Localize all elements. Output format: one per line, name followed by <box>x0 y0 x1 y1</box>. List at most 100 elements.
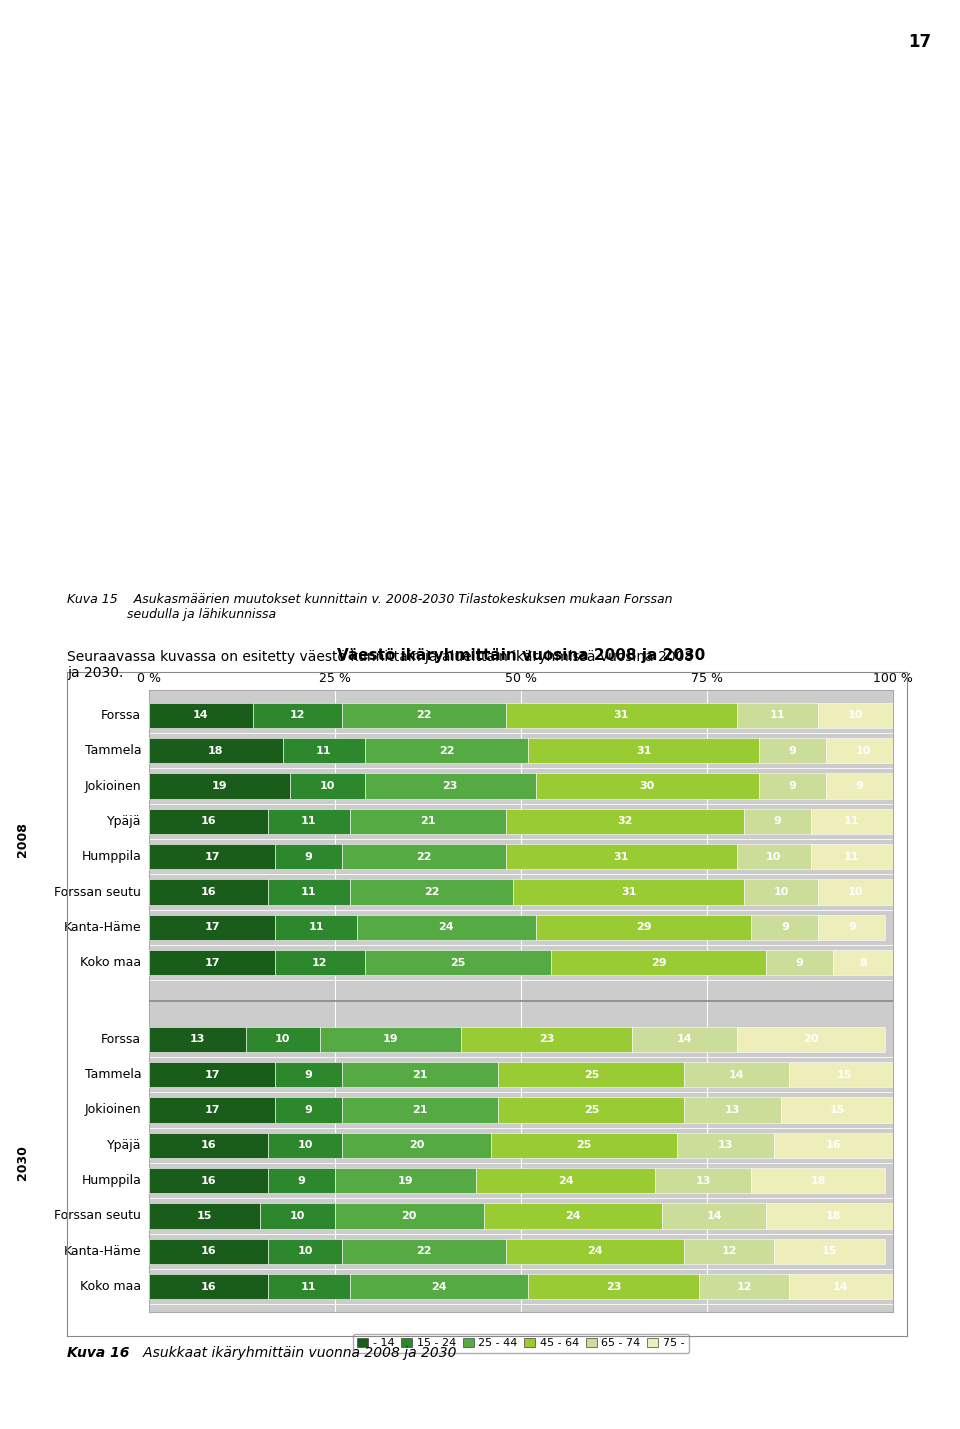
Text: 16: 16 <box>826 1140 841 1150</box>
Text: 9: 9 <box>796 957 804 967</box>
Bar <box>752 1167 885 1193</box>
Text: 9: 9 <box>781 922 789 932</box>
Bar <box>149 915 276 940</box>
Text: 13: 13 <box>695 1176 710 1186</box>
Bar <box>789 1275 893 1299</box>
Bar <box>528 1275 699 1299</box>
Bar <box>268 1133 342 1157</box>
Bar <box>781 1097 893 1123</box>
Text: Forssan seutu: Forssan seutu <box>55 886 141 899</box>
Text: 12: 12 <box>736 1282 752 1292</box>
Bar <box>149 845 276 869</box>
Bar <box>498 1097 684 1123</box>
Bar <box>818 879 893 905</box>
Bar <box>506 845 736 869</box>
Text: Forssa: Forssa <box>101 709 141 722</box>
Text: Kuva 16: Kuva 16 <box>67 1346 130 1360</box>
Bar <box>818 703 893 727</box>
Bar <box>342 1239 506 1263</box>
Text: 21: 21 <box>420 816 436 826</box>
Bar <box>268 1275 349 1299</box>
Text: 15: 15 <box>822 1246 837 1256</box>
Text: 14: 14 <box>193 710 208 720</box>
Bar <box>484 1203 662 1229</box>
Text: 20: 20 <box>401 1210 417 1220</box>
Bar <box>149 1133 268 1157</box>
Bar <box>476 1167 655 1193</box>
Bar <box>506 1239 684 1263</box>
Text: 17: 17 <box>908 33 931 51</box>
Bar <box>774 1133 893 1157</box>
Text: 2030: 2030 <box>15 1146 29 1180</box>
Bar <box>536 773 759 799</box>
Text: 9: 9 <box>305 1070 313 1080</box>
Text: 15: 15 <box>829 1105 845 1115</box>
Text: Forssa: Forssa <box>101 1033 141 1046</box>
Bar <box>342 845 506 869</box>
Text: 15: 15 <box>197 1210 212 1220</box>
Text: 25: 25 <box>584 1070 599 1080</box>
Text: 31: 31 <box>613 710 629 720</box>
Text: 22: 22 <box>417 710 432 720</box>
Text: 11: 11 <box>844 852 859 862</box>
Text: 18: 18 <box>826 1210 841 1220</box>
Text: 21: 21 <box>413 1105 428 1115</box>
Text: Jokioinen: Jokioinen <box>84 780 141 793</box>
Text: 23: 23 <box>606 1282 621 1292</box>
Bar <box>766 1203 900 1229</box>
Bar <box>349 879 514 905</box>
Text: 20: 20 <box>804 1035 819 1045</box>
Text: Koko maa: Koko maa <box>81 1280 141 1293</box>
Text: 9: 9 <box>788 746 796 756</box>
Text: Humppila: Humppila <box>82 1175 141 1187</box>
Bar <box>149 1062 276 1087</box>
Text: 9: 9 <box>848 922 855 932</box>
Bar <box>149 1167 268 1193</box>
Bar <box>246 1026 320 1052</box>
Text: 23: 23 <box>443 782 458 792</box>
Bar <box>365 773 536 799</box>
Text: Kanta-Häme: Kanta-Häme <box>63 1245 141 1258</box>
Text: 24: 24 <box>565 1210 581 1220</box>
Bar <box>149 1097 276 1123</box>
Bar <box>655 1167 752 1193</box>
Text: 20: 20 <box>409 1140 424 1150</box>
Bar <box>349 809 506 835</box>
Bar <box>335 1203 484 1229</box>
Text: 18: 18 <box>810 1176 827 1186</box>
Bar <box>260 1203 335 1229</box>
Text: 30: 30 <box>639 782 655 792</box>
Bar <box>744 809 811 835</box>
Text: 11: 11 <box>316 746 331 756</box>
Text: 14: 14 <box>833 1282 849 1292</box>
Text: 18: 18 <box>208 746 224 756</box>
Text: 16: 16 <box>201 1176 216 1186</box>
Bar <box>736 845 811 869</box>
Bar <box>342 703 506 727</box>
Text: 31: 31 <box>613 852 629 862</box>
Text: 25: 25 <box>576 1140 591 1150</box>
Text: 11: 11 <box>301 887 317 897</box>
Text: 9: 9 <box>855 782 863 792</box>
Text: 16: 16 <box>201 1282 216 1292</box>
Bar <box>276 950 365 976</box>
Text: 12: 12 <box>290 710 305 720</box>
Bar <box>268 809 349 835</box>
Text: 9: 9 <box>305 852 313 862</box>
Text: 10: 10 <box>298 1246 313 1256</box>
Bar <box>365 739 528 763</box>
Text: Tammela: Tammela <box>84 1067 141 1082</box>
Text: 25: 25 <box>584 1105 599 1115</box>
Bar <box>349 1275 528 1299</box>
Text: 24: 24 <box>588 1246 603 1256</box>
Text: 2008: 2008 <box>15 822 29 856</box>
Text: 32: 32 <box>617 816 633 826</box>
Bar <box>253 703 342 727</box>
Bar <box>536 915 752 940</box>
Text: Ypäjä: Ypäjä <box>107 815 141 827</box>
Text: 11: 11 <box>844 816 859 826</box>
Bar <box>320 1026 462 1052</box>
Text: 10: 10 <box>290 1210 305 1220</box>
Text: 11: 11 <box>770 710 785 720</box>
Bar <box>357 915 536 940</box>
